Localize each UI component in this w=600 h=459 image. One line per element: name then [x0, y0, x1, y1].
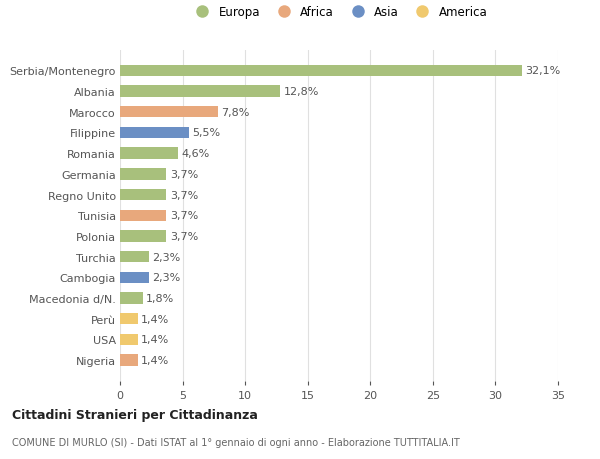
Bar — [120, 107, 218, 118]
Bar — [120, 231, 166, 242]
Legend: Europa, Africa, Asia, America: Europa, Africa, Asia, America — [188, 4, 490, 21]
Text: 3,7%: 3,7% — [170, 169, 199, 179]
Text: 7,8%: 7,8% — [221, 107, 250, 118]
Text: 32,1%: 32,1% — [526, 66, 561, 76]
Text: Cittadini Stranieri per Cittadinanza: Cittadini Stranieri per Cittadinanza — [12, 408, 258, 421]
Text: 1,8%: 1,8% — [146, 293, 175, 303]
Bar — [120, 190, 166, 201]
Bar — [120, 169, 166, 180]
Bar — [120, 210, 166, 221]
Bar — [120, 86, 280, 97]
Bar — [120, 66, 522, 77]
Text: 4,6%: 4,6% — [181, 149, 209, 159]
Text: 3,7%: 3,7% — [170, 231, 199, 241]
Text: 5,5%: 5,5% — [193, 128, 221, 138]
Text: 12,8%: 12,8% — [284, 87, 319, 97]
Text: 3,7%: 3,7% — [170, 190, 199, 200]
Bar — [120, 148, 178, 159]
Text: 3,7%: 3,7% — [170, 211, 199, 221]
Bar — [120, 272, 149, 283]
Bar — [120, 355, 137, 366]
Text: 2,3%: 2,3% — [152, 273, 181, 283]
Text: COMUNE DI MURLO (SI) - Dati ISTAT al 1° gennaio di ogni anno - Elaborazione TUTT: COMUNE DI MURLO (SI) - Dati ISTAT al 1° … — [12, 437, 460, 447]
Bar — [120, 313, 137, 325]
Bar — [120, 128, 189, 139]
Text: 1,4%: 1,4% — [141, 355, 170, 365]
Bar — [120, 293, 143, 304]
Bar — [120, 252, 149, 263]
Text: 1,4%: 1,4% — [141, 335, 170, 345]
Text: 1,4%: 1,4% — [141, 314, 170, 324]
Bar — [120, 334, 137, 345]
Text: 2,3%: 2,3% — [152, 252, 181, 262]
